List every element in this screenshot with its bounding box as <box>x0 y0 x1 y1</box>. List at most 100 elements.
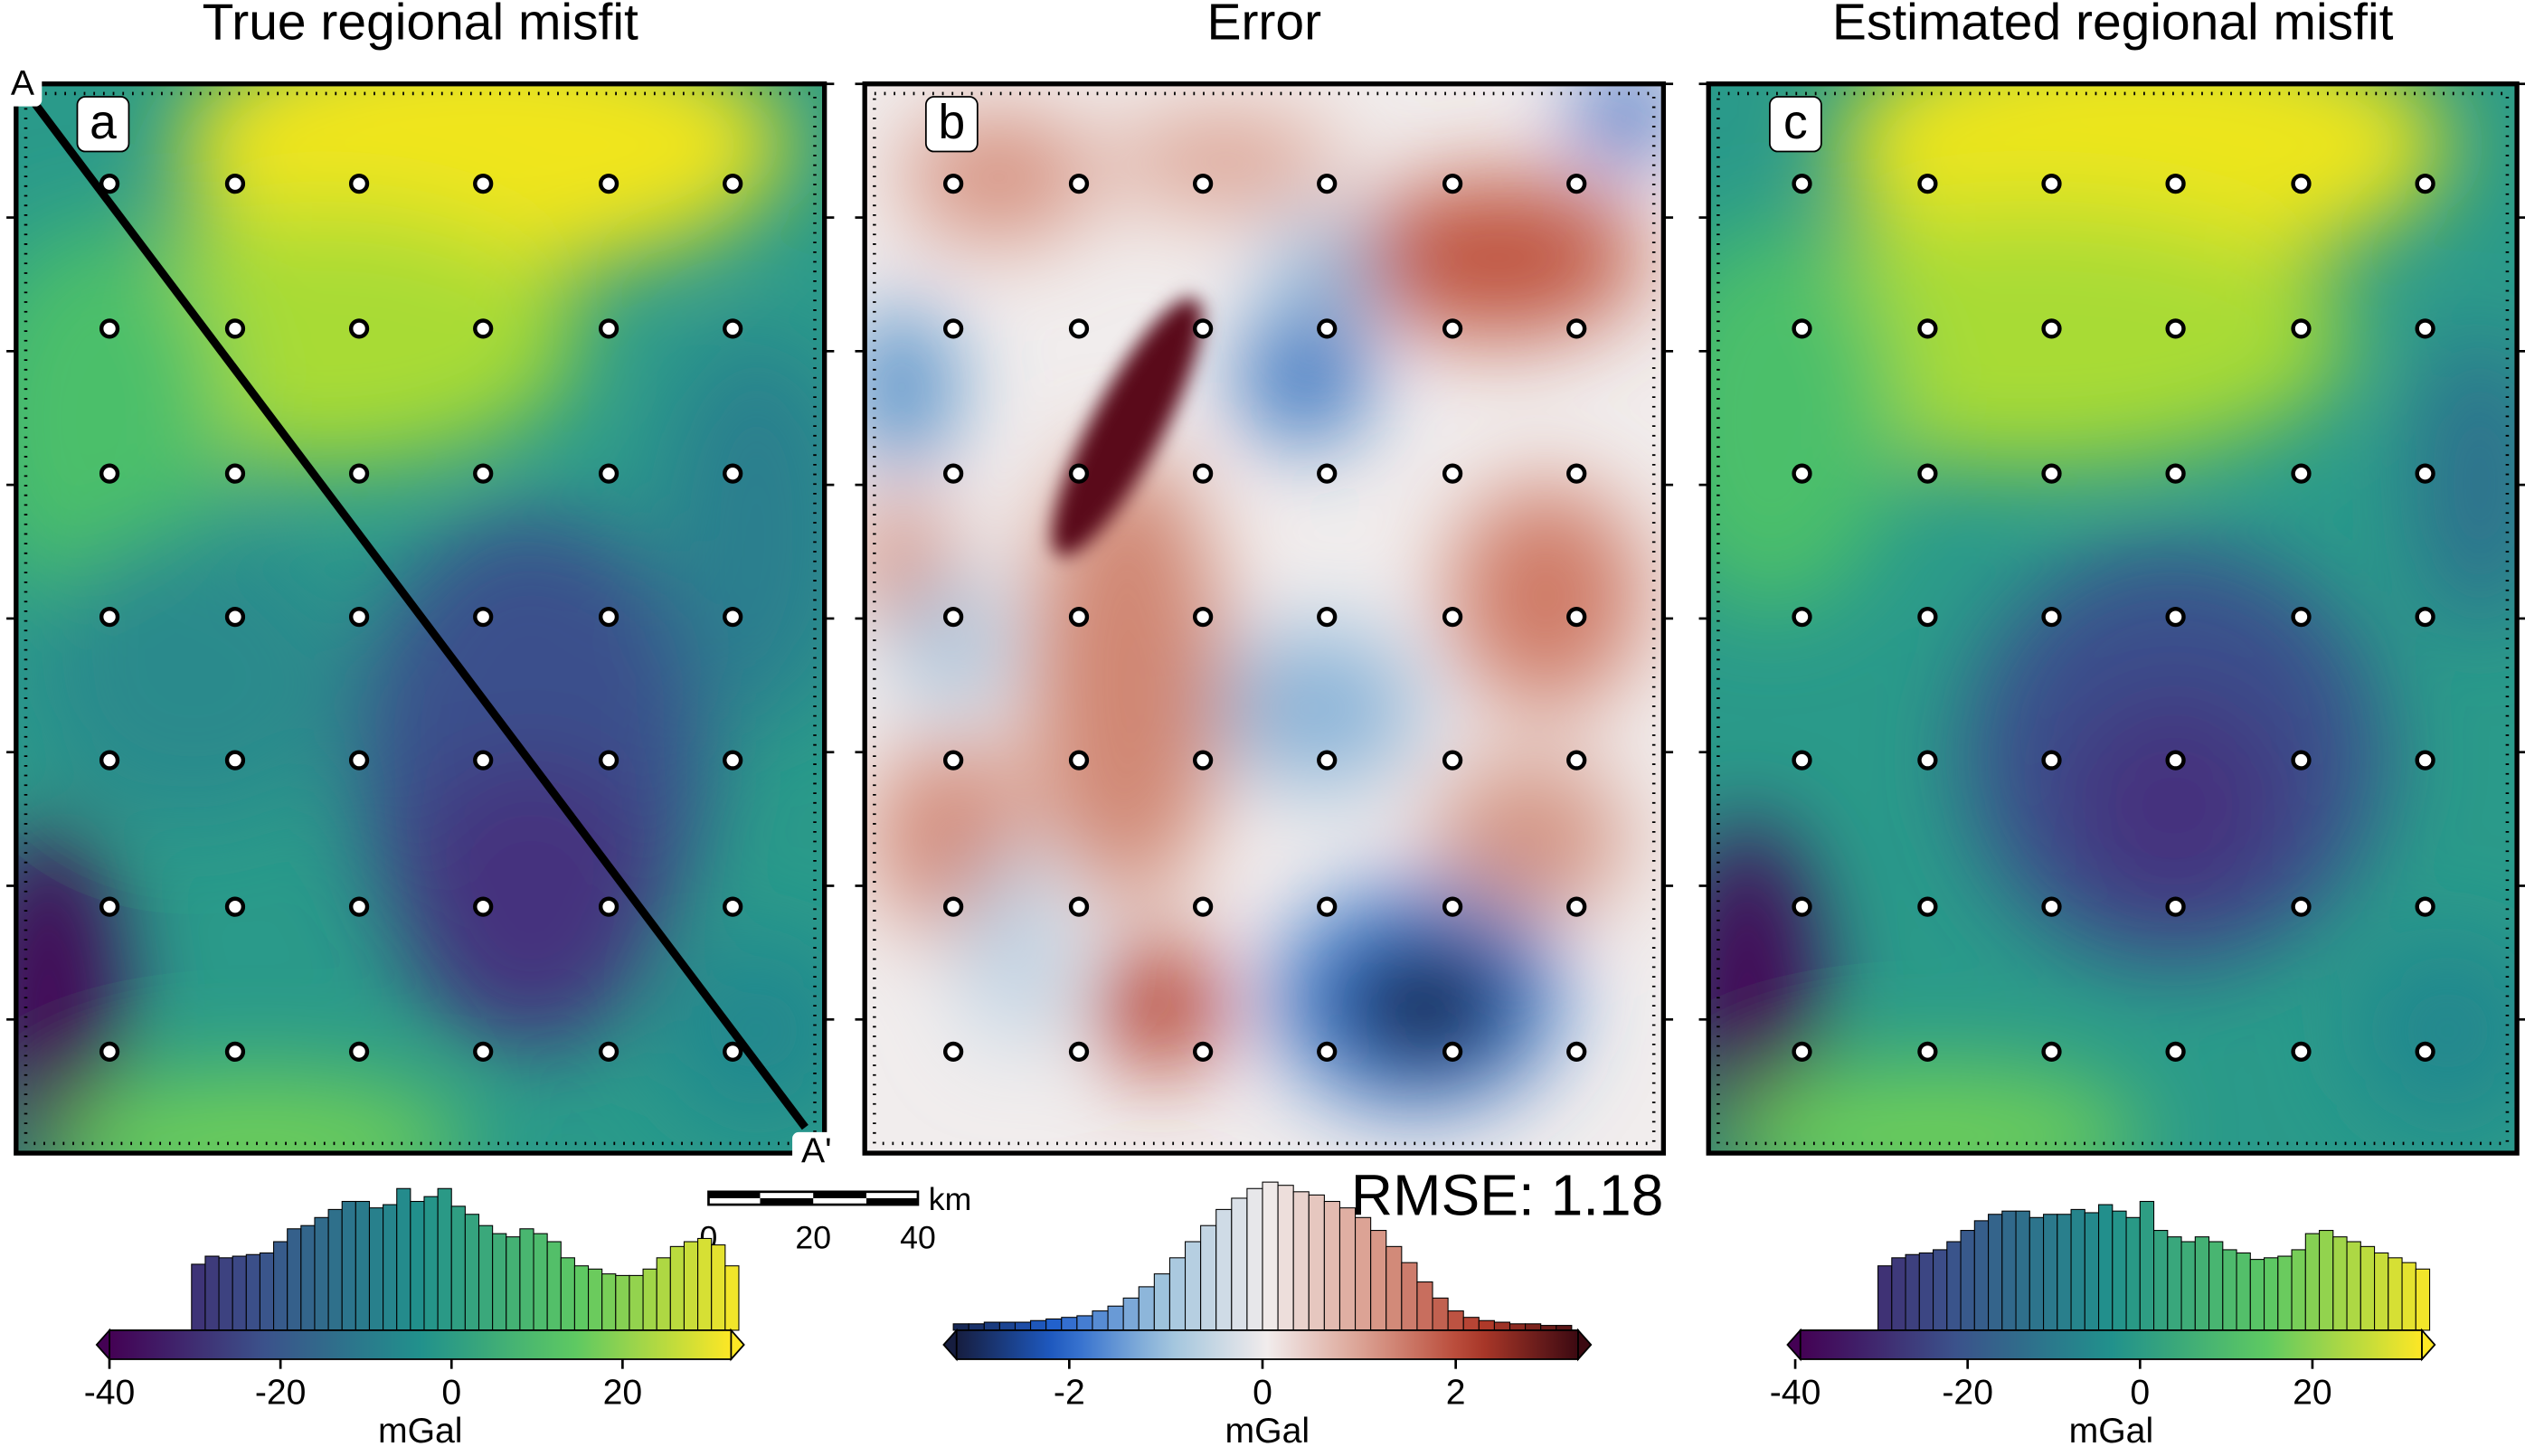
map-blob <box>1272 225 1369 323</box>
data-point <box>723 750 743 771</box>
data-point <box>1566 607 1587 628</box>
data-point <box>1192 174 1214 194</box>
histogram-bar <box>492 1233 507 1331</box>
colorbar-extend <box>1786 1328 1802 1362</box>
histogram-bar <box>1107 1305 1124 1331</box>
data-point <box>1442 750 1463 771</box>
data-point <box>2041 174 2062 194</box>
histogram-bar <box>2057 1214 2072 1331</box>
map-dotted-border <box>1716 91 2510 1146</box>
map-blob <box>15 821 121 1154</box>
histogram-bar <box>383 1204 398 1331</box>
histogram-bar <box>952 1323 969 1331</box>
histogram-bar <box>314 1216 329 1331</box>
histogram-bar <box>2208 1241 2224 1331</box>
histogram-bar <box>2043 1214 2058 1331</box>
profile-line <box>29 97 809 1130</box>
data-point <box>723 607 743 628</box>
data-point <box>1792 607 1812 628</box>
histogram-bar <box>2001 1210 2017 1331</box>
scale-bar-segment <box>708 1191 761 1198</box>
histogram-bar <box>273 1241 288 1331</box>
data-point <box>348 750 370 771</box>
map-blob <box>1240 314 1369 443</box>
histogram-bar <box>232 1255 247 1331</box>
data-point <box>348 318 370 339</box>
histogram-bar <box>683 1241 699 1331</box>
panel-label-box <box>924 96 979 153</box>
data-point <box>598 896 619 917</box>
histogram-bar <box>546 1241 562 1331</box>
data-point <box>2041 750 2062 771</box>
data-point <box>348 1041 370 1063</box>
data-point <box>2415 318 2435 339</box>
data-point <box>1442 318 1463 339</box>
map-dotted-border <box>873 91 1656 1146</box>
histogram-bar <box>2112 1210 2127 1331</box>
data-point <box>942 463 964 484</box>
colorbar-tick-label: -40 <box>1770 1374 1821 1413</box>
histogram-bar <box>2346 1241 2361 1331</box>
histogram-bar <box>259 1252 275 1331</box>
rmse-annotation: RMSE: 1.18 <box>1351 1163 1664 1228</box>
data-point <box>473 318 494 339</box>
data-point <box>224 607 246 628</box>
histogram-bar <box>1988 1214 2003 1331</box>
histogram-bar <box>2264 1257 2279 1331</box>
colorbar-label: mGal <box>1225 1412 1310 1451</box>
data-point <box>723 896 743 917</box>
map-blob <box>1111 112 1337 210</box>
data-point <box>2165 463 2186 484</box>
histogram-bar <box>2180 1241 2196 1331</box>
data-point <box>99 607 120 628</box>
data-point <box>2165 1041 2186 1063</box>
histogram-bar <box>2291 1249 2306 1331</box>
data-point <box>1442 174 1463 194</box>
histogram-bar <box>1432 1297 1449 1331</box>
data-point <box>473 463 494 484</box>
colorbar-tick-label: -20 <box>255 1374 307 1413</box>
scale-bar-label: 40 <box>900 1220 936 1256</box>
data-point <box>2415 750 2435 771</box>
data-point <box>1566 1041 1587 1063</box>
colorbar-tick-label: 0 <box>2130 1374 2150 1413</box>
histogram-bar <box>287 1228 302 1331</box>
data-point <box>2041 1041 2062 1063</box>
data-point <box>1566 318 1587 339</box>
data-point <box>348 174 370 194</box>
data-point <box>2415 1041 2435 1063</box>
colorbar <box>1799 1329 2423 1360</box>
histogram-bar <box>1401 1262 1418 1331</box>
histogram-bar <box>1045 1318 1063 1331</box>
histogram-bar <box>2277 1255 2293 1331</box>
data-point <box>2415 463 2435 484</box>
data-point <box>1068 607 1090 628</box>
data-point <box>1792 318 1812 339</box>
data-point <box>1317 463 1338 484</box>
panel-label: b <box>938 96 965 149</box>
map-blob <box>1433 757 1627 919</box>
histogram-bar <box>601 1273 617 1331</box>
data-point <box>1792 896 1812 917</box>
map-streak <box>1052 298 1203 556</box>
histogram-bar <box>588 1268 603 1331</box>
histogram-bar <box>1200 1224 1217 1331</box>
histogram-bar <box>1153 1273 1170 1331</box>
data-point <box>1566 896 1587 917</box>
map-panel <box>865 83 1664 1154</box>
data-point <box>99 463 120 484</box>
panel-title: Estimated regional misfit <box>1832 0 2394 52</box>
data-point <box>2041 463 2062 484</box>
histogram-bar <box>669 1245 685 1331</box>
data-point <box>1792 174 1812 194</box>
histogram-bar <box>2222 1249 2237 1331</box>
map-blob <box>1708 821 1820 1154</box>
data-point <box>2291 1041 2312 1063</box>
histogram-bar <box>2194 1236 2210 1331</box>
data-point <box>942 607 964 628</box>
histogram-bar <box>1262 1181 1279 1331</box>
histogram-bar <box>204 1255 220 1331</box>
data-point <box>473 896 494 917</box>
histogram-bar <box>1061 1317 1078 1331</box>
map-blob <box>966 853 1064 1047</box>
